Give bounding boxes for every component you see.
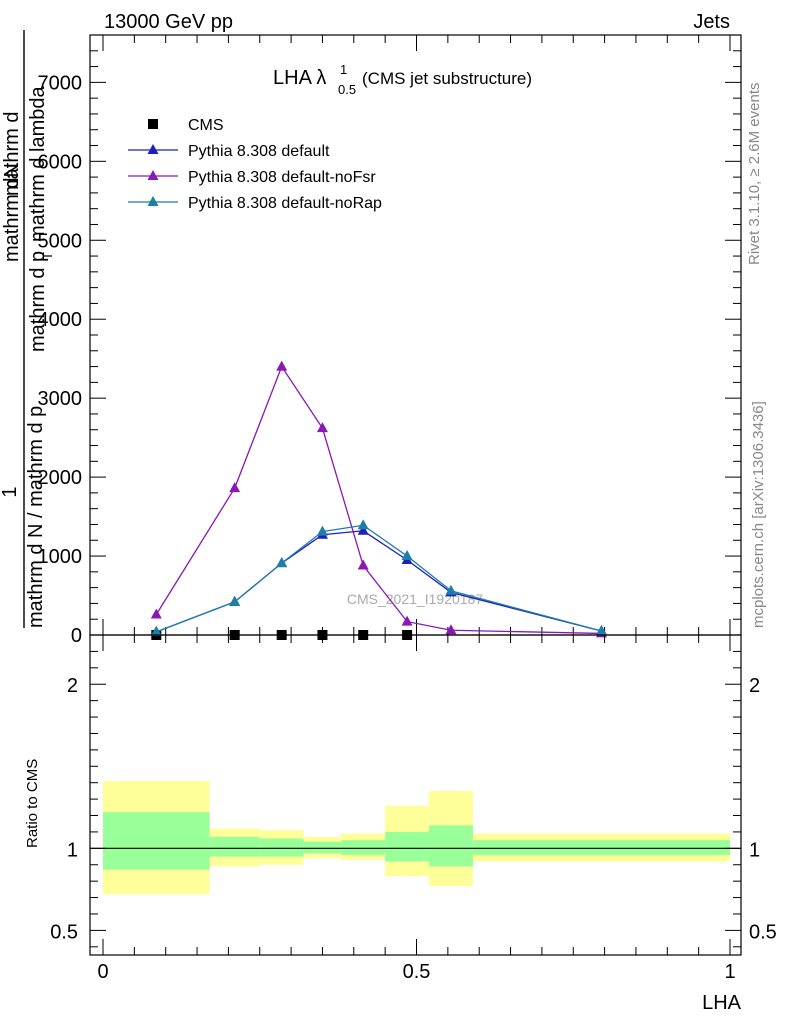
- ylabel-num-a: mathrm dN: [1, 163, 23, 262]
- ylabel-den-a: mathrm d N / mathrm d p: [25, 406, 47, 628]
- title-sup: 1: [340, 62, 347, 77]
- legend: CMS Pythia 8.308 default Pythia 8.308 de…: [128, 117, 382, 212]
- data-point-triangle: [316, 525, 328, 536]
- ylabel-den-b: mathrm d p: [27, 251, 49, 352]
- main-ytick-labels: 0 1000 2000 3000 4000 5000 6000 7000: [38, 72, 83, 647]
- title-suffix: (CMS jet substructure): [362, 69, 532, 88]
- ratio-ytick-label-right: 2: [749, 675, 760, 697]
- data-point-triangle: [595, 625, 607, 636]
- title-main: LHA λ: [273, 67, 326, 89]
- legend-label-cms: CMS: [188, 117, 224, 134]
- mcplots-label: mcplots.cern.ch [arXiv:1306.3436]: [750, 401, 767, 628]
- legend-marker-norap: [147, 196, 159, 206]
- main-ytick-label: 0: [71, 625, 82, 647]
- ylabel-num-b: mathrm d: [1, 112, 23, 196]
- header-left: 13000 GeV pp: [104, 11, 233, 33]
- ratio-band-inner: [303, 841, 342, 854]
- main-ytick-label: 3000: [38, 388, 83, 410]
- data-point-triangle: [316, 422, 328, 433]
- ratio-band-inner: [209, 836, 260, 857]
- legend-marker-default: [147, 144, 159, 154]
- main-ytick-label: 4000: [38, 309, 83, 331]
- series-line: [156, 530, 602, 633]
- data-point-triangle: [445, 624, 457, 635]
- data-point-triangle: [357, 519, 369, 530]
- ratio-band-inner: [472, 840, 730, 855]
- data-point-triangle: [276, 360, 288, 371]
- ratio-band-inner: [103, 812, 210, 870]
- ratio-xtick-label: 1: [724, 961, 735, 983]
- legend-label-nofsr: Pythia 8.308 default-noFsr: [188, 169, 376, 186]
- main-ytick-label: 6000: [38, 151, 83, 173]
- series-1: [150, 524, 607, 636]
- data-point-triangle: [401, 615, 413, 626]
- series-2: [150, 360, 607, 638]
- ratio-ytick-label: 1: [67, 839, 78, 861]
- ratio-band-inner: [341, 840, 386, 855]
- ratio-band-inner: [259, 838, 304, 857]
- ratio-plot-frame: [89, 634, 742, 956]
- data-point-triangle: [357, 559, 369, 570]
- ratio-ytick-label-right: 1: [749, 839, 760, 861]
- legend-marker-cms: [148, 119, 158, 129]
- data-point-triangle: [357, 524, 369, 535]
- ratio-ytick-label-right: 0.5: [749, 921, 777, 943]
- data-point-triangle: [229, 595, 241, 606]
- data-point-triangle: [401, 550, 413, 561]
- legend-label-norap: Pythia 8.308 default-noRap: [188, 195, 382, 212]
- ratio-xtick-label: 0: [97, 961, 108, 983]
- ratio-axis-ticks: [90, 635, 741, 955]
- ratio-ytick-labels: 0.5 0.5 1 1 2 2: [50, 675, 777, 943]
- ratio-ytick-label: 0.5: [50, 921, 78, 943]
- rivet-label: Rivet 3.1.10, ≥ 2.6M events: [746, 83, 763, 266]
- ratio-ylabel: Ratio to CMS: [24, 759, 41, 848]
- series-line: [156, 524, 602, 633]
- legend-marker-nofsr: [147, 170, 159, 180]
- main-ytick-label: 2000: [38, 467, 83, 489]
- ratio-xtick-label: 0.5: [403, 961, 431, 983]
- data-point-triangle: [276, 557, 288, 568]
- plot-title: LHA λ 1 0.5 (CMS jet substructure): [273, 62, 532, 97]
- ratio-bands: [103, 781, 730, 895]
- series-line: [155, 365, 602, 635]
- ylabel-den-b-sub: T: [40, 252, 55, 260]
- data-point-triangle: [150, 608, 162, 619]
- legend-label-default: Pythia 8.308 default: [188, 143, 330, 160]
- main-ylabel: 1 mathrm dN mathrm d N / mathrm d p math…: [0, 30, 55, 628]
- ratio-ytick-label: 2: [67, 675, 78, 697]
- data-point-triangle: [445, 584, 457, 595]
- ratio-xtick-labels: 0 0.5 1: [97, 961, 735, 983]
- x-axis-label: LHA: [702, 992, 742, 1014]
- ylabel-den-b-tail: mathrm d lambda: [27, 86, 49, 242]
- data-point-triangle: [229, 482, 241, 493]
- data-point-triangle: [150, 625, 162, 636]
- title-sub: 0.5: [338, 82, 356, 97]
- header-right: Jets: [693, 11, 730, 33]
- main-ytick-label: 5000: [38, 230, 83, 252]
- series-3: [150, 519, 607, 636]
- ylabel-one: 1: [0, 486, 21, 497]
- main-ytick-label: 1000: [38, 546, 83, 568]
- ratio-band-inner: [385, 831, 430, 862]
- main-ytick-label: 7000: [38, 72, 83, 94]
- ratio-band-inner: [429, 825, 473, 867]
